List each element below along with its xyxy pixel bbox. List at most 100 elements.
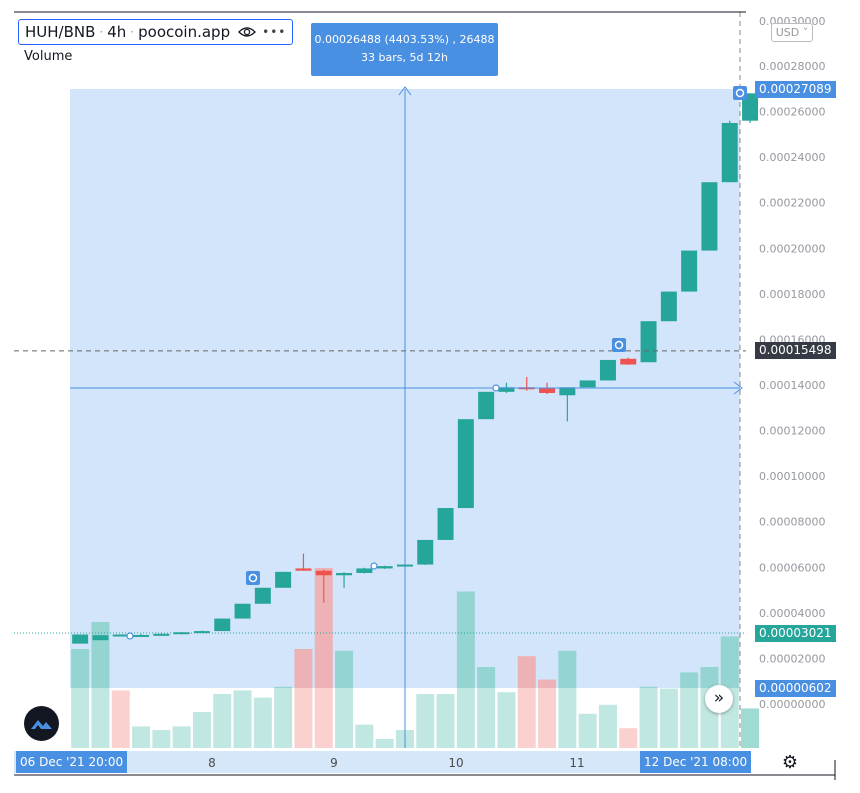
measure-change-text: 0.00026488 (4403.53%) , 26488	[314, 33, 495, 46]
volume-bar	[132, 726, 151, 748]
volume-bar	[456, 591, 475, 748]
candle-body	[295, 568, 312, 571]
crosshair-price-tag: 0.00015498	[755, 342, 836, 359]
mountain-icon	[31, 720, 52, 729]
price-tick-label: 0.00000000	[759, 698, 825, 711]
volume-bar	[71, 649, 90, 748]
time-range-start: 06 Dec '21 20:00	[16, 751, 128, 773]
candle-body	[92, 635, 109, 641]
separator-dot: ·	[130, 25, 135, 39]
volume-bar	[436, 694, 455, 748]
candle-body	[599, 359, 616, 381]
volume-bar	[111, 690, 130, 748]
candle-body	[640, 321, 657, 363]
volume-price-tag: 0.00003021	[755, 625, 836, 642]
volume-bar	[152, 730, 171, 748]
app-logo[interactable]	[24, 706, 59, 741]
candle-body	[681, 250, 698, 292]
eye-icon[interactable]	[238, 25, 257, 39]
anchor-point	[370, 562, 378, 570]
volume-bar	[497, 692, 516, 748]
volume-bar	[538, 679, 557, 748]
price-tick-label: 0.00018000	[759, 288, 825, 301]
volume-bar	[213, 694, 232, 748]
candle-body	[376, 566, 393, 569]
candle-body	[275, 571, 292, 588]
measure-arrow-right	[733, 381, 743, 395]
more-options-icon[interactable]: •••	[262, 25, 287, 39]
price-tick-label: 0.00020000	[759, 242, 825, 255]
price-tick-label: 0.00004000	[759, 607, 825, 620]
measure-handle	[733, 86, 747, 100]
symbol-legend[interactable]: HUH/BNB · 4h · poocoin.app •••	[18, 19, 294, 45]
volume-bar	[314, 568, 333, 748]
candle-body	[559, 387, 576, 396]
volume-bar	[558, 650, 577, 748]
measure-handle	[246, 571, 260, 585]
volume-bar	[192, 712, 211, 748]
candle-body	[437, 508, 454, 540]
symbol-text: HUH/BNB	[25, 23, 96, 41]
candle-body	[336, 572, 353, 576]
volume-bar	[172, 726, 191, 748]
volume-bar	[619, 728, 638, 748]
volume-bar	[741, 708, 760, 748]
price-tick-label: 0.00026000	[759, 106, 825, 119]
volume-bar	[578, 713, 597, 748]
volume-bar	[375, 739, 394, 748]
gear-icon[interactable]: ⚙	[781, 752, 799, 773]
volume-bar	[680, 672, 699, 748]
currency-selector[interactable]: USD ˅	[771, 23, 813, 42]
candle-body	[356, 568, 373, 573]
volume-bar	[274, 686, 293, 748]
scroll-to-realtime-button[interactable]: »	[705, 685, 733, 713]
price-tick-label: 0.00002000	[759, 652, 825, 665]
measure-handle-dot	[248, 573, 258, 583]
price-tick-label: 0.00014000	[759, 379, 825, 392]
interval-text: 4h	[107, 23, 127, 41]
candle-body	[214, 618, 231, 632]
price-tick-label: 0.00028000	[759, 60, 825, 73]
measure-handle-dot	[735, 88, 745, 98]
volume-indicator-label[interactable]: Volume	[24, 49, 73, 64]
price-tick-label: 0.00006000	[759, 561, 825, 574]
volume-bar	[517, 656, 536, 748]
time-tick-label: 11	[569, 756, 584, 770]
candle-body	[72, 634, 89, 644]
time-axis-selection	[14, 751, 740, 773]
anchor-point	[492, 384, 500, 392]
candle-body	[112, 634, 129, 637]
measure-tooltip: 0.00026488 (4403.53%) , 26488 33 bars, 5…	[311, 23, 498, 76]
volume-bar	[416, 694, 435, 748]
time-range-end: 12 Dec '21 08:00	[640, 751, 752, 773]
time-tick-label: 8	[208, 756, 216, 770]
candle-body	[133, 634, 150, 637]
price-tick-label: 0.00008000	[759, 516, 825, 529]
time-tick-label: 10	[448, 756, 463, 770]
candle-body	[234, 603, 251, 619]
volume-bar	[659, 688, 678, 748]
volume-bar	[598, 704, 617, 748]
candle-body	[193, 631, 210, 634]
candle-body	[478, 391, 495, 420]
candle-body	[498, 387, 515, 392]
volume-bar	[91, 622, 110, 748]
candle-body	[457, 419, 474, 509]
volume-bar	[335, 650, 354, 748]
volume-bar	[233, 690, 252, 748]
time-tick-label: 9	[330, 756, 338, 770]
candle-body	[701, 182, 718, 251]
candle-body	[417, 539, 434, 565]
volume-bar	[639, 686, 658, 748]
price-tick-label: 0.00024000	[759, 151, 825, 164]
measure-handle-dot	[614, 340, 624, 350]
volume-bar	[355, 724, 374, 748]
candle-body	[539, 388, 556, 393]
measure-span-text: 33 bars, 5d 12h	[361, 51, 448, 64]
candle-body	[254, 587, 271, 604]
source-text: poocoin.app	[138, 23, 231, 41]
anchor-point	[126, 632, 134, 640]
volume-bar	[253, 697, 272, 748]
candle-body	[579, 380, 596, 388]
